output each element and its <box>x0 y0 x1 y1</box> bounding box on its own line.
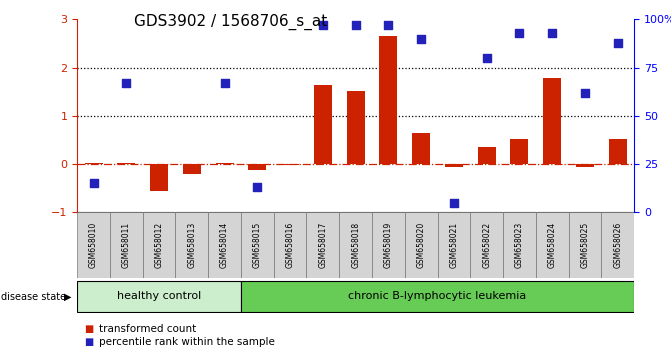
Text: GSM658011: GSM658011 <box>122 222 131 268</box>
Text: GSM658012: GSM658012 <box>154 222 164 268</box>
Bar <box>248 164 266 170</box>
Point <box>416 36 427 41</box>
Point <box>613 40 623 45</box>
Text: GSM658010: GSM658010 <box>89 222 98 268</box>
Text: GSM658016: GSM658016 <box>286 222 295 268</box>
Text: GSM658023: GSM658023 <box>515 222 524 268</box>
Point <box>285 252 295 258</box>
Text: healthy control: healthy control <box>117 291 201 302</box>
Text: GSM658014: GSM658014 <box>220 222 229 268</box>
Bar <box>340 212 372 278</box>
Bar <box>445 164 463 167</box>
Bar <box>143 212 175 278</box>
Point <box>154 258 164 263</box>
Bar <box>412 133 430 164</box>
Bar <box>274 212 307 278</box>
Text: GSM658022: GSM658022 <box>482 222 491 268</box>
Bar <box>85 163 103 164</box>
Text: GSM658024: GSM658024 <box>548 222 557 268</box>
Text: GDS3902 / 1568706_s_at: GDS3902 / 1568706_s_at <box>134 14 327 30</box>
Text: GSM658019: GSM658019 <box>384 222 393 268</box>
Text: GSM658025: GSM658025 <box>580 222 589 268</box>
Text: transformed count: transformed count <box>99 324 196 333</box>
Text: ▶: ▶ <box>64 292 72 302</box>
Text: GSM658013: GSM658013 <box>187 222 197 268</box>
Bar <box>478 147 496 164</box>
Point <box>252 184 263 190</box>
Bar <box>77 281 241 312</box>
Bar <box>307 212 340 278</box>
Bar <box>379 36 397 164</box>
Point <box>383 22 394 28</box>
Point <box>580 90 590 96</box>
Text: GSM658026: GSM658026 <box>613 222 622 268</box>
Point <box>350 22 361 28</box>
Bar <box>568 212 601 278</box>
Bar <box>110 212 143 278</box>
Text: GSM658017: GSM658017 <box>318 222 327 268</box>
Bar <box>609 139 627 164</box>
Bar <box>372 212 405 278</box>
Bar <box>215 163 234 164</box>
Point <box>187 248 197 254</box>
Text: percentile rank within the sample: percentile rank within the sample <box>99 337 274 347</box>
Text: ■: ■ <box>84 337 93 347</box>
Bar <box>183 164 201 174</box>
Point <box>547 30 558 36</box>
Point <box>88 181 99 186</box>
Point <box>514 30 525 36</box>
Text: GSM658018: GSM658018 <box>351 222 360 268</box>
Bar <box>117 163 136 164</box>
Point <box>317 22 328 28</box>
Point <box>219 80 230 86</box>
Point <box>481 55 492 61</box>
Bar <box>601 212 634 278</box>
Bar <box>576 164 594 167</box>
Text: ■: ■ <box>84 324 93 333</box>
Bar <box>347 91 364 164</box>
Bar <box>470 212 503 278</box>
Point <box>121 80 132 86</box>
Bar <box>208 212 241 278</box>
Bar <box>241 212 274 278</box>
Bar <box>150 164 168 191</box>
Bar <box>503 212 536 278</box>
Text: disease state: disease state <box>1 292 66 302</box>
Bar <box>405 212 437 278</box>
Text: GSM658020: GSM658020 <box>417 222 425 268</box>
Point <box>448 200 459 206</box>
Bar <box>314 85 332 164</box>
Bar <box>241 281 634 312</box>
Text: chronic B-lymphocytic leukemia: chronic B-lymphocytic leukemia <box>348 291 527 302</box>
Bar <box>437 212 470 278</box>
Bar <box>77 212 110 278</box>
Bar <box>511 139 529 164</box>
Bar <box>536 212 568 278</box>
Bar <box>175 212 208 278</box>
Text: GSM658015: GSM658015 <box>253 222 262 268</box>
Text: GSM658021: GSM658021 <box>450 222 458 268</box>
Bar <box>544 78 561 164</box>
Bar <box>281 164 299 165</box>
